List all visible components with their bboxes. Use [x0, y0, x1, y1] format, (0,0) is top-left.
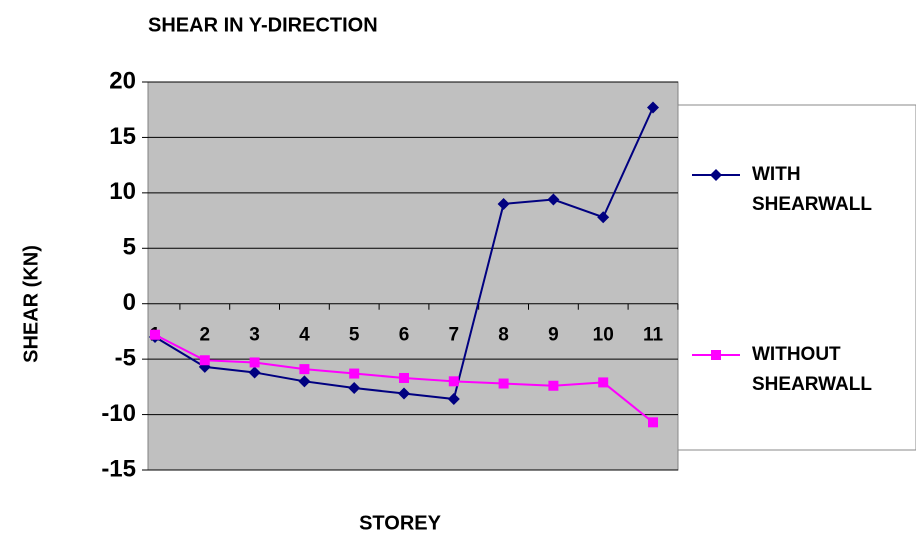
- marker: [710, 169, 722, 181]
- marker: [349, 368, 360, 379]
- marker: [598, 377, 609, 388]
- y-tick-label: 5: [123, 234, 136, 261]
- marker: [249, 357, 260, 368]
- x-tick-label: 3: [249, 325, 260, 346]
- marker: [447, 393, 460, 406]
- marker: [547, 193, 560, 206]
- y-tick-label: 15: [109, 123, 136, 150]
- x-tick-label: 6: [399, 325, 410, 346]
- x-tick-label: 7: [449, 325, 460, 346]
- x-tick-label: 11: [643, 325, 664, 346]
- x-tick-label: 10: [593, 325, 614, 346]
- y-tick-label: -10: [101, 400, 136, 427]
- marker: [299, 364, 310, 375]
- legend-label: WITH SHEARWALL: [752, 164, 872, 215]
- legend-label: WITHOUT SHEARWALL: [752, 344, 872, 395]
- marker: [711, 350, 721, 360]
- marker: [648, 417, 658, 428]
- marker: [150, 329, 160, 340]
- x-tick-label: 8: [498, 325, 509, 346]
- legend-box: [677, 104, 916, 451]
- x-axis-title: STOREY: [359, 512, 442, 534]
- marker: [647, 101, 659, 114]
- y-tick-label: 20: [109, 67, 136, 94]
- y-tick-label: 10: [109, 178, 136, 205]
- marker: [199, 355, 210, 366]
- marker: [399, 372, 409, 383]
- plot-area: [147, 81, 679, 471]
- marker: [597, 211, 610, 224]
- x-tick-label: 9: [548, 325, 559, 346]
- x-tick-label: 4: [299, 325, 310, 346]
- y-axis-title: SHEAR (KN): [20, 245, 42, 363]
- y-tick-label: -5: [115, 344, 136, 371]
- marker: [497, 197, 510, 210]
- marker: [498, 378, 509, 389]
- marker: [298, 375, 311, 388]
- marker: [448, 376, 459, 387]
- y-tick-label: -15: [101, 455, 136, 482]
- y-tick-label: 0: [123, 289, 136, 316]
- marker: [248, 366, 261, 379]
- marker: [398, 387, 410, 400]
- chart-title: SHEAR IN Y-DIRECTION: [148, 14, 378, 36]
- marker: [348, 381, 361, 394]
- x-tick-label: 2: [200, 325, 211, 346]
- marker: [548, 380, 559, 391]
- x-tick-label: 5: [349, 325, 360, 346]
